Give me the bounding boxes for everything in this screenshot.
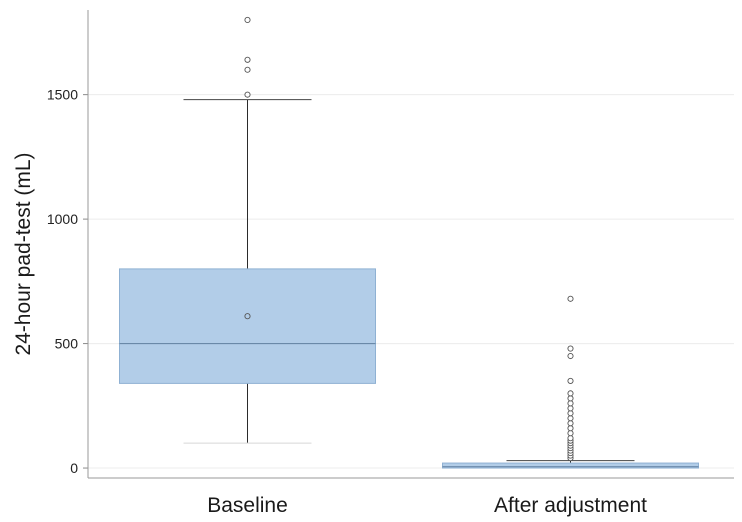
box-layer: [119, 16, 699, 469]
y-tick-label: 1500: [47, 87, 78, 103]
y-axis-title: 24-hour pad-test (mL): [12, 152, 35, 355]
outlier-point: [567, 295, 574, 302]
outlier-point: [567, 430, 574, 437]
outlier-point: [567, 390, 574, 397]
outlier-point: [244, 91, 251, 98]
box-group-2: [442, 295, 699, 469]
x-category-label: After adjustment: [494, 494, 647, 517]
axis-layer: 0 500 1000 1500: [47, 10, 734, 479]
outlier-point: [567, 400, 574, 407]
outlier-point: [567, 395, 574, 402]
label-layer: 24-hour pad-test (mL) Baseline After adju…: [12, 152, 647, 517]
outlier-point: [567, 435, 574, 442]
outlier-point: [244, 56, 251, 63]
outlier-point: [567, 405, 574, 412]
y-tick-label: 500: [55, 336, 79, 352]
outlier-point: [567, 420, 574, 427]
x-category-label: Baseline: [207, 494, 288, 517]
outlier-point: [567, 415, 574, 422]
y-tick-label: 1000: [47, 211, 78, 227]
outlier-point: [567, 345, 574, 352]
y-tick-label: 0: [70, 460, 78, 476]
outlier-point: [567, 377, 574, 384]
box-iqr: [442, 462, 699, 469]
mean-marker: [244, 313, 251, 320]
outlier-point: [244, 66, 251, 73]
outlier-point: [567, 352, 574, 360]
outlier-point: [567, 425, 574, 432]
box-iqr: [119, 268, 376, 384]
outlier-point: [244, 16, 251, 24]
box-group-1: [119, 16, 376, 444]
outlier-point: [567, 410, 574, 417]
